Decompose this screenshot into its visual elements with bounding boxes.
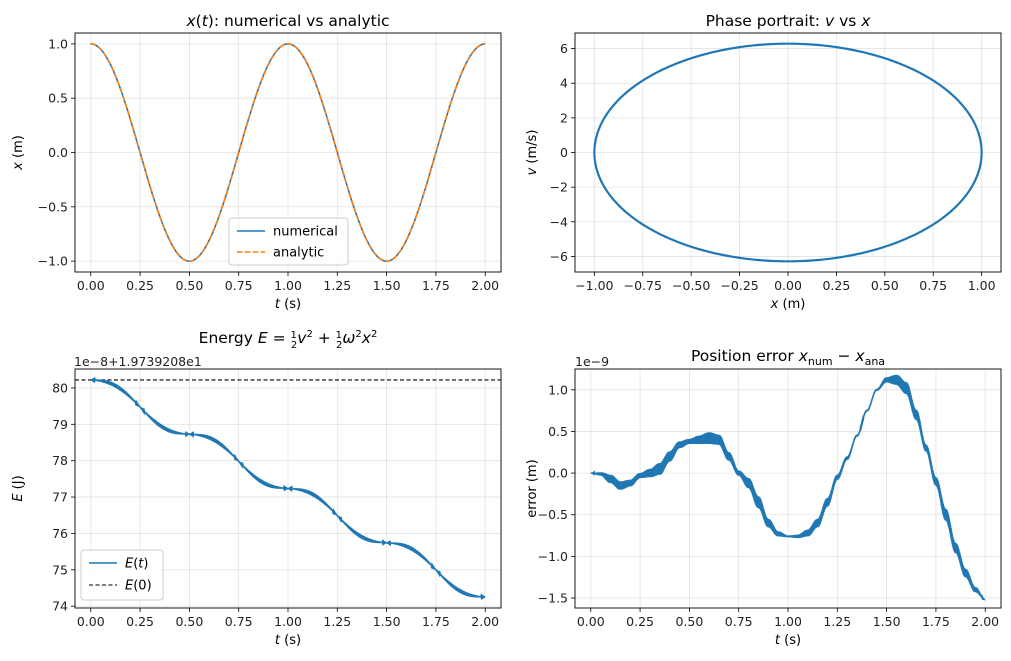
error-offset-text: 1e−9	[575, 354, 609, 369]
error-chart-xtick-label: 0.00	[577, 614, 605, 629]
energy-chart-ytick-label: 77	[52, 490, 68, 505]
phase-chart-ytick-label: 0	[560, 145, 568, 160]
error-chart-xtick-label: 2.00	[971, 614, 999, 629]
xt-legend-label: numerical	[273, 225, 338, 240]
xt-chart-frame	[74, 32, 502, 273]
energy-chart-xtick-label: 1.75	[422, 614, 450, 629]
error-chart-ytick-label: 0.5	[548, 424, 568, 439]
xt-chart: x(t): numerical vs analytic 0.00 0.25 0.50…	[11, 12, 502, 312]
energy-chart-xlabel: t (s)	[275, 633, 301, 648]
error-chart-xtick-label: 0.50	[675, 614, 703, 629]
phase-chart-xtick-label: 0.50	[871, 278, 899, 293]
energy-series-Et	[90, 376, 486, 601]
energy-chart-xtick-label: 0.50	[175, 614, 203, 629]
xt-chart-xtick-label: 1.50	[373, 278, 401, 293]
error-chart-frame	[574, 368, 1002, 609]
phase-chart-xtick-label: −0.75	[624, 278, 662, 293]
energy-chart-ytick-label: 78	[52, 453, 68, 468]
phase-chart-xlabel: x (m)	[770, 297, 806, 312]
phase-chart-xtick-label: −1.00	[575, 278, 613, 293]
energy-chart-ytick-label: 80	[52, 380, 68, 395]
error-chart-ytick-label: −1.0	[538, 549, 568, 564]
energy-chart-ytick-label: 75	[52, 562, 68, 577]
phase-chart-xtick-label: −0.25	[720, 278, 758, 293]
energy-chart-xtick-label: 1.00	[274, 614, 302, 629]
xt-series-analytic	[90, 43, 486, 262]
energy-chart: Energy E = 1 2v2 + 1 2ω2x2 1e−8+1.9739208e…	[11, 329, 502, 648]
xt-chart-xtick-label: 0.50	[175, 278, 203, 293]
energy-offset-text: 1e−8+1.9739208e1	[74, 354, 202, 369]
xt-chart-ytick-label: 1.0	[48, 36, 68, 51]
error-chart-xtick-label: 1.50	[873, 614, 901, 629]
error-chart-xtick-label: 1.25	[823, 614, 851, 629]
phase-series	[593, 42, 983, 263]
phase-chart-xtick-label: 0.25	[822, 278, 850, 293]
phase-chart-xtick-label: 0.75	[919, 278, 947, 293]
error-chart-xtick-label: 1.00	[774, 614, 802, 629]
phase-chart: Phase portrait: v vs x −1.00 −0.75 −0.50 −0…	[525, 12, 1002, 312]
xt-chart-xtick-label: 2.00	[471, 278, 499, 293]
phase-chart-title: Phase portrait: v vs x	[706, 12, 872, 30]
energy-chart-xtick-label: 1.50	[373, 614, 401, 629]
xt-legend-box	[228, 217, 349, 266]
xt-chart-xtick-label: 0.25	[126, 278, 154, 293]
phase-chart-xtick-label: −0.50	[672, 278, 710, 293]
energy-legend: E(t) E(0)	[80, 549, 164, 601]
phase-chart-ytick-label: 2	[560, 110, 568, 125]
energy-chart-ytick-label: 76	[52, 526, 68, 541]
phase-chart-xtick-label: 1.00	[968, 278, 996, 293]
error-chart-ylabel: error (m)	[525, 459, 540, 517]
phase-chart-ytick-label: −2	[550, 180, 568, 195]
energy-chart-title: Energy E = 1 2v2 + 1 2ω2x2	[199, 329, 378, 351]
xt-legend: numerical analytic	[228, 217, 349, 266]
xt-chart-xlabel: t (s)	[275, 297, 301, 312]
phase-chart-ytick-label: 6	[560, 41, 568, 56]
energy-chart-frame	[74, 368, 502, 609]
xt-chart-ylabel: x (m)	[11, 135, 26, 171]
energy-chart-xtick-label: 0.75	[225, 614, 253, 629]
phase-chart-ytick-label: −4	[550, 214, 568, 229]
xt-chart-ytick-label: 0.0	[48, 145, 68, 160]
error-chart-ytick-label: 0.0	[548, 466, 568, 481]
phase-chart-xtick-label: 0.00	[774, 278, 802, 293]
xt-chart-ytick-label: 0.5	[48, 91, 68, 106]
error-chart-ytick-label: −1.5	[538, 591, 568, 606]
xt-chart-ytick-label: −0.5	[38, 199, 68, 214]
energy-chart-ylabel: E (J)	[11, 475, 26, 501]
error-chart-ytick-label: −0.5	[538, 507, 568, 522]
energy-legend-label: E(0)	[125, 579, 152, 594]
xt-chart-xtick-label: 1.25	[323, 278, 351, 293]
xt-chart-title: x(t): numerical vs analytic	[185, 12, 389, 30]
error-chart-title: Position error xnum − xana	[691, 347, 885, 368]
phase-chart-frame	[574, 32, 1002, 273]
xt-chart-xtick-label: 1.00	[274, 278, 302, 293]
xt-chart-xtick-label: 0.75	[225, 278, 253, 293]
error-chart-xtick-label: 0.25	[626, 614, 654, 629]
phase-chart-ytick-label: −6	[550, 249, 568, 264]
error-chart-xtick-label: 0.75	[725, 614, 753, 629]
xt-chart-xtick-label: 0.00	[77, 278, 105, 293]
error-chart-xtick-label: 1.75	[922, 614, 950, 629]
energy-legend-label: E(t)	[125, 557, 148, 572]
phase-chart-ylabel: v (m/s)	[525, 130, 540, 176]
energy-chart-xtick-label: 0.00	[77, 614, 105, 629]
xt-legend-label: analytic	[273, 246, 324, 261]
error-series	[590, 374, 986, 601]
energy-chart-xtick-label: 0.25	[126, 614, 154, 629]
xt-chart-ytick-label: −1.0	[38, 254, 68, 269]
xt-chart-xtick-label: 1.75	[422, 278, 450, 293]
energy-chart-ytick-label: 79	[52, 417, 68, 432]
energy-chart-xtick-label: 1.25	[323, 614, 351, 629]
energy-chart-xtick-label: 2.00	[471, 614, 499, 629]
error-chart: Position error xnum − xana 1e−9 0.00 0.25…	[525, 347, 1002, 648]
error-chart-ytick-label: 1.0	[548, 382, 568, 397]
phase-chart-ytick-label: 4	[560, 76, 568, 91]
energy-chart-ytick-label: 74	[52, 599, 68, 614]
error-chart-xlabel: t (s)	[775, 633, 801, 648]
